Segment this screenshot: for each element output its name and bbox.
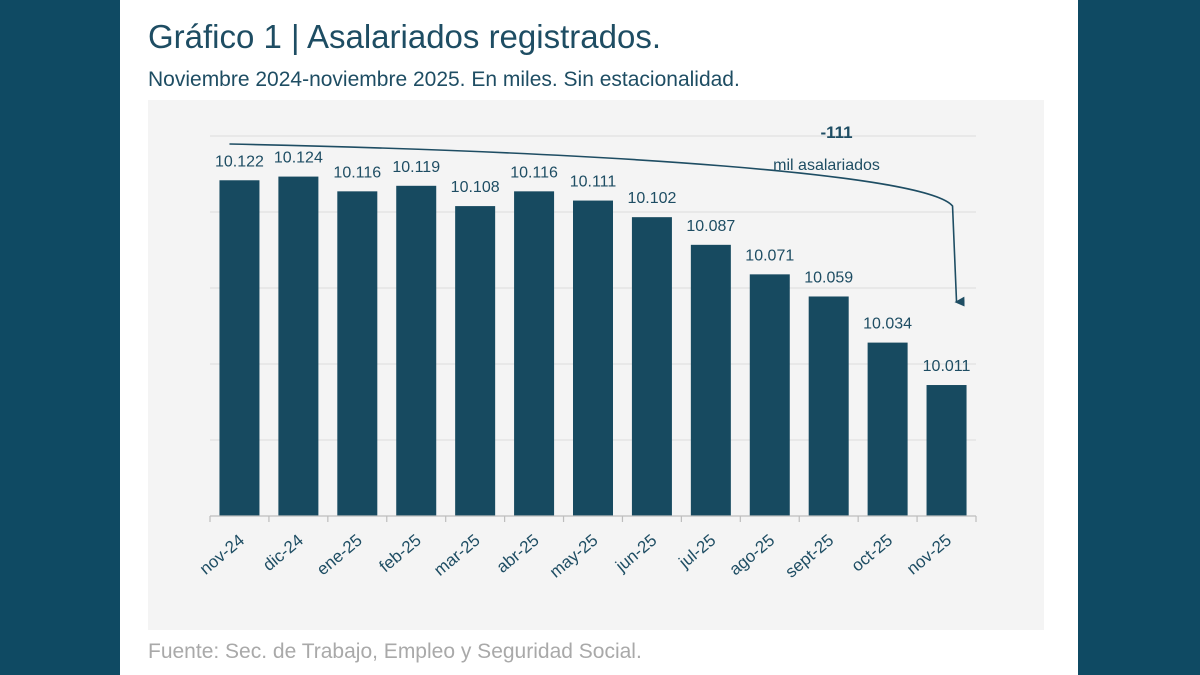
bar-chart: 10.122 10.124 10.116 10.119 10.108 10.116 10.1… xyxy=(196,123,977,582)
value-label-ene-25: 10.116 xyxy=(333,164,381,181)
bar-oct-25 xyxy=(867,342,908,516)
value-label-mar-25: 10.108 xyxy=(451,179,500,196)
x-tick-label-mar-25: mar-25 xyxy=(430,531,483,580)
value-label-dic-24: 10.124 xyxy=(274,150,323,167)
x-tick-label-nov-24: nov-24 xyxy=(196,531,248,579)
bar-nov-25 xyxy=(926,385,967,516)
value-label-may-25: 10.111 xyxy=(570,174,617,191)
change-arrow xyxy=(229,143,965,307)
chart-subtitle: Noviembre 2024-noviembre 2025. En miles.… xyxy=(148,68,740,91)
x-tick-label-jul-25: jul-25 xyxy=(675,531,720,573)
bar-mar-25 xyxy=(455,206,496,516)
x-tick-label-oct-25: oct-25 xyxy=(848,531,896,576)
chart-title: Gráfico 1 | Asalariados registrados. xyxy=(148,18,661,55)
bar-dic-24 xyxy=(278,176,319,516)
x-tick-label-feb-25: feb-25 xyxy=(376,531,425,577)
source-note: Fuente: Sec. de Trabajo, Empleo y Seguri… xyxy=(148,640,642,663)
x-tick-label-abr-25: abr-25 xyxy=(493,531,543,577)
value-label-abr-25: 10.116 xyxy=(510,164,558,181)
change-value-label: -111 xyxy=(820,123,852,142)
value-label-nov-25: 10.011 xyxy=(923,358,971,375)
chart-card: Gráfico 1 | Asalariados registrados. Nov… xyxy=(120,0,1078,675)
change-text-label: mil asalariados xyxy=(773,157,880,174)
value-label-sept-25: 10.059 xyxy=(804,269,853,286)
x-tick-label-nov-25: nov-25 xyxy=(903,531,955,579)
value-label-feb-25: 10.119 xyxy=(392,159,440,176)
x-tick-label-sept-25: sept-25 xyxy=(782,531,838,582)
x-tick-label-ene-25: ene-25 xyxy=(313,531,366,580)
bar-jul-25 xyxy=(690,244,731,516)
value-label-nov-24: 10.122 xyxy=(215,153,264,170)
value-label-oct-25: 10.034 xyxy=(863,316,912,333)
bar-feb-25 xyxy=(396,185,437,516)
bar-abr-25 xyxy=(514,191,555,516)
value-label-ago-25: 10.071 xyxy=(745,247,794,264)
bar-sept-25 xyxy=(808,296,849,516)
x-tick-label-dic-24: dic-24 xyxy=(259,531,307,575)
bar-may-25 xyxy=(573,200,613,516)
x-tick-label-ago-25: ago-25 xyxy=(726,531,779,580)
bar-jun-25 xyxy=(631,217,672,517)
value-label-jun-25: 10.102 xyxy=(627,190,676,207)
bar-ene-25 xyxy=(337,191,378,516)
bar-nov-24 xyxy=(219,180,260,516)
x-tick-label-may-25: may-25 xyxy=(546,531,602,582)
bar-ago-25 xyxy=(749,274,790,516)
value-label-jul-25: 10.087 xyxy=(686,218,735,235)
x-tick-label-jun-25: jun-25 xyxy=(611,531,660,577)
